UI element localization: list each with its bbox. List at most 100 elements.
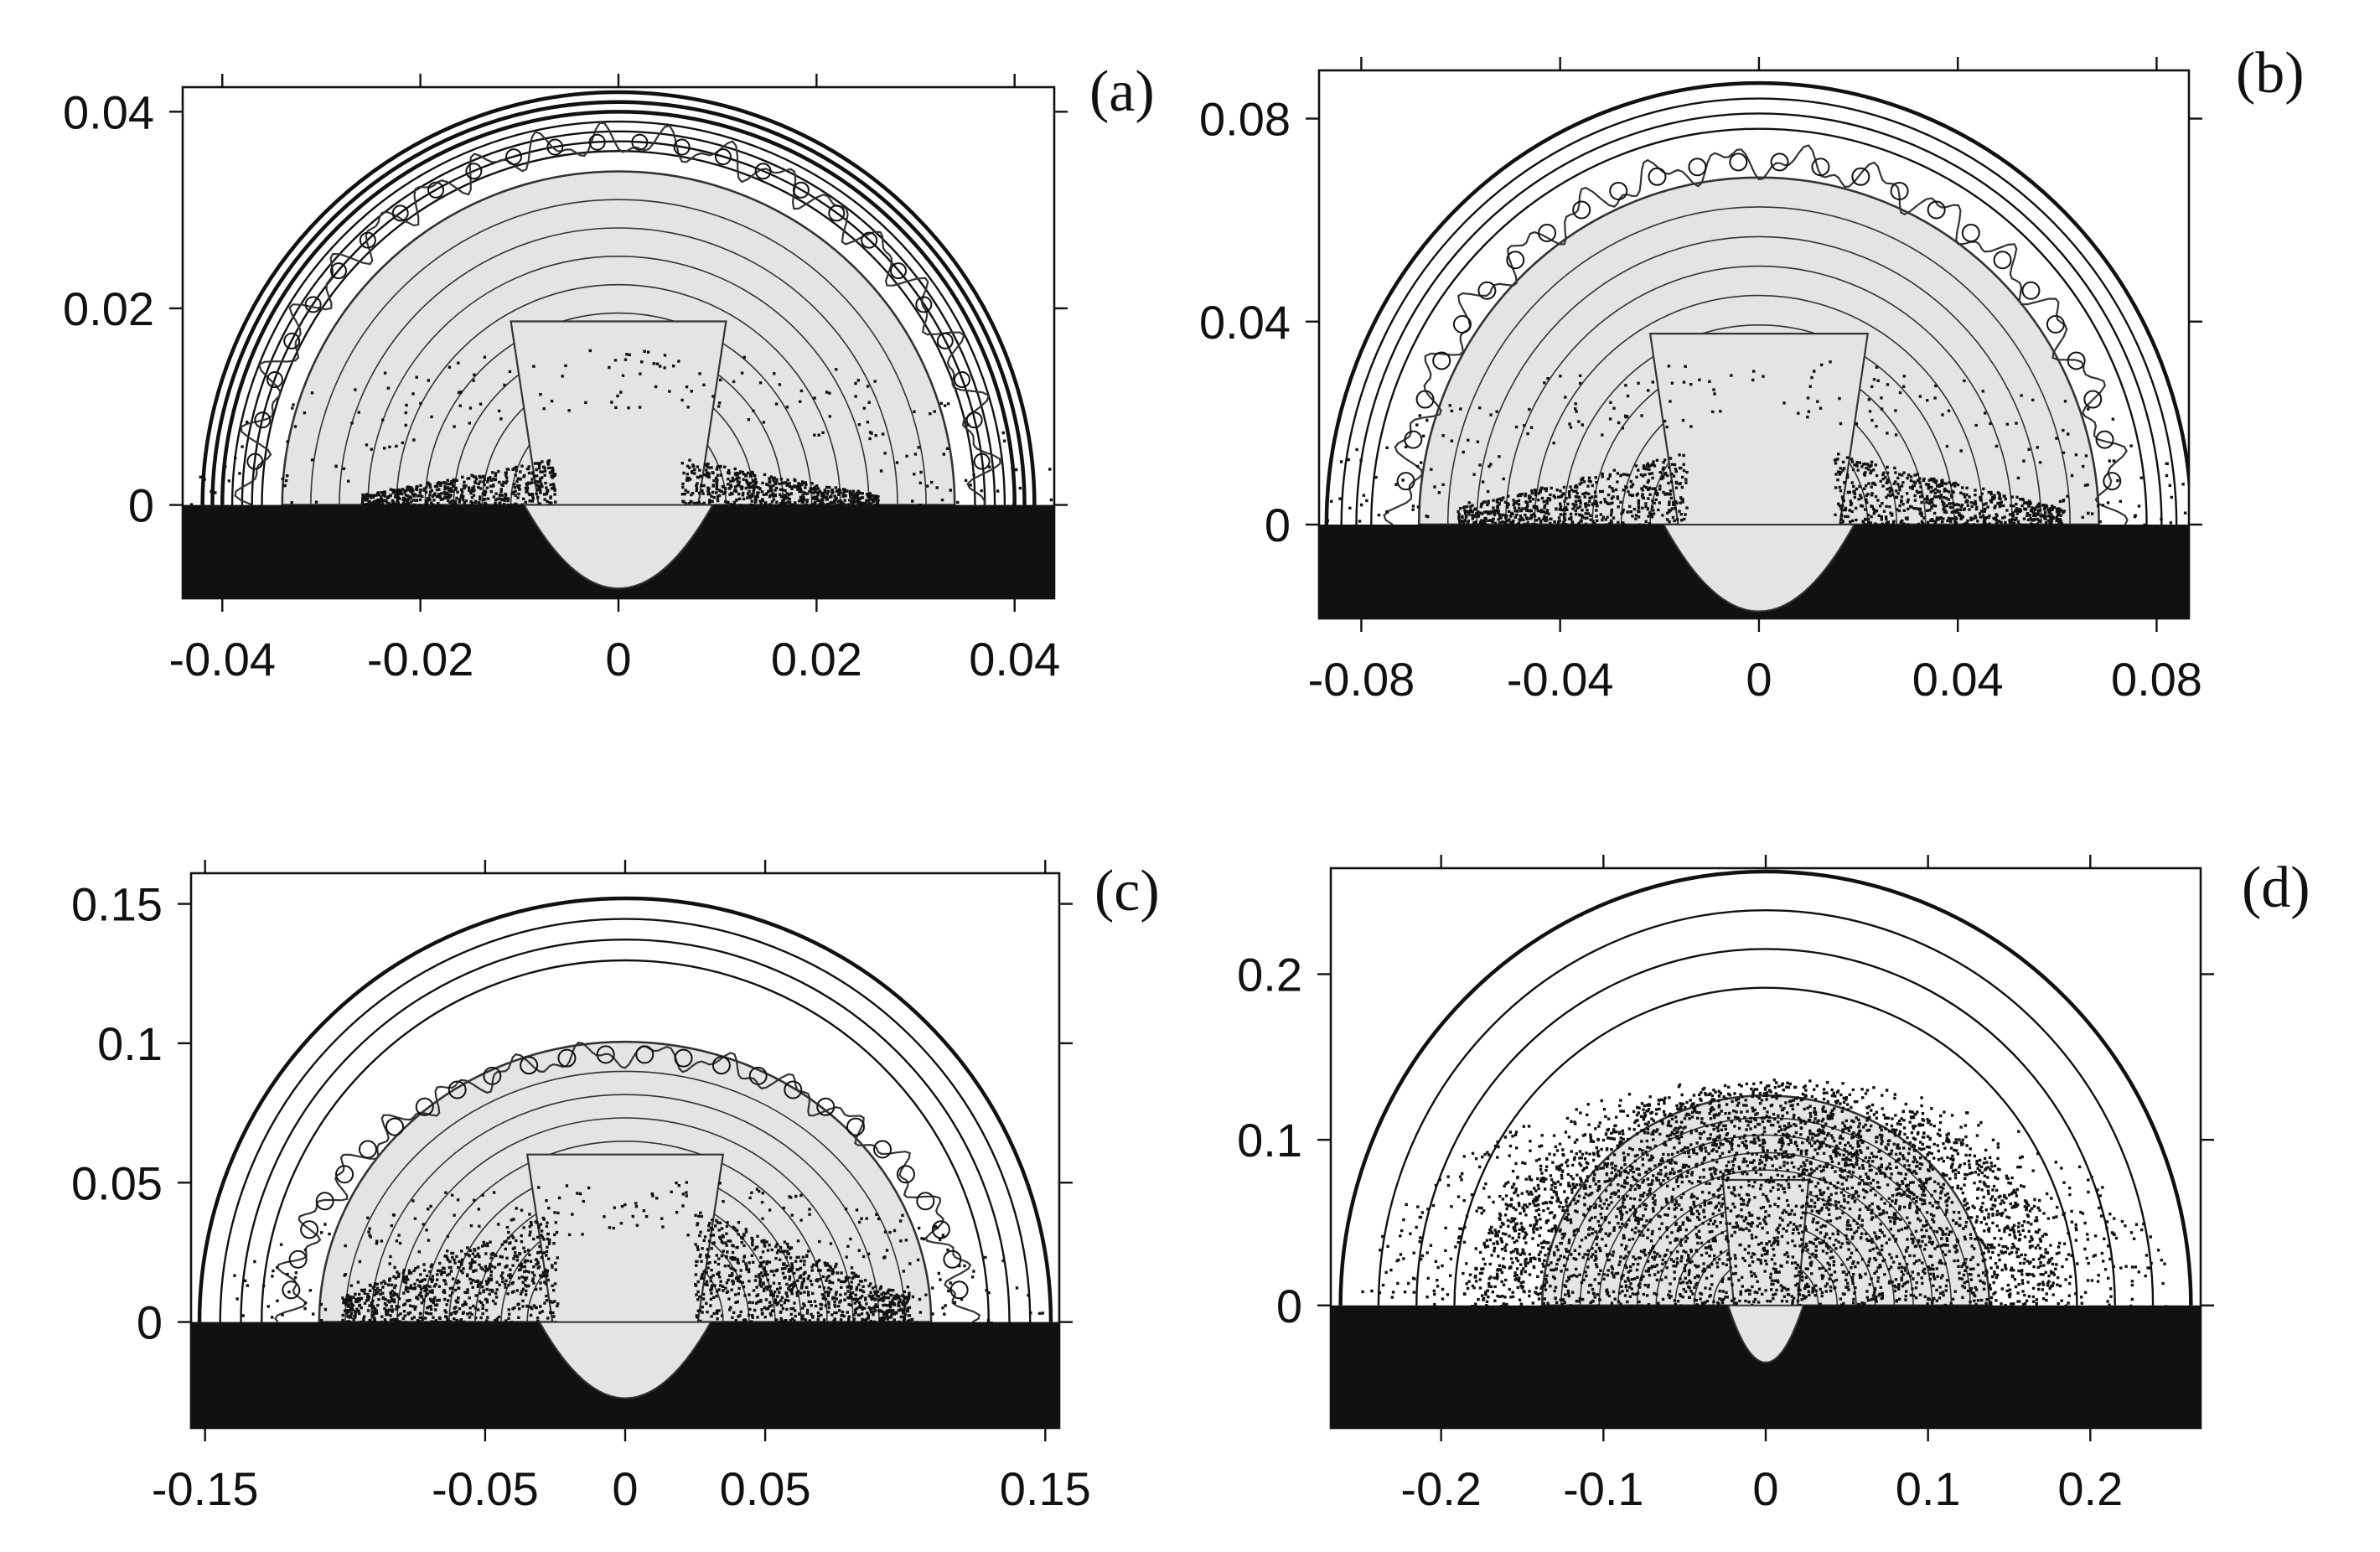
y-tick-label: 0.05 <box>71 1156 163 1209</box>
y-tick-label: 0.15 <box>71 878 163 931</box>
instability-curl <box>1729 153 1748 172</box>
x-tick-label: -0.02 <box>367 633 474 685</box>
crater-cavity <box>522 504 715 590</box>
instability-curl <box>816 1097 836 1116</box>
instability-curl <box>1648 167 1667 186</box>
particle-scatter <box>1326 360 2187 528</box>
instability-curl <box>2083 390 2103 409</box>
y-tick-label: 0.04 <box>1199 296 1291 349</box>
instability-curl <box>754 163 772 180</box>
inner-contour <box>396 283 841 505</box>
inner-contour <box>344 1071 906 1322</box>
instability-curl <box>282 1280 301 1300</box>
shock-front-contour <box>220 110 1017 505</box>
instability-curl <box>943 1249 962 1269</box>
panel-label-d: (d) <box>2242 856 2310 920</box>
instability-curl <box>846 1117 865 1136</box>
instability-curl <box>1506 251 1525 270</box>
x-tick-label: 0 <box>1752 1462 1778 1515</box>
instability-curl <box>1538 224 1557 243</box>
x-tick-label: -0.04 <box>168 633 276 685</box>
instability-curl <box>246 453 264 470</box>
instability-curl <box>330 262 348 280</box>
inner-contour <box>1560 1116 1971 1306</box>
y-tick-label: 0.04 <box>63 85 154 138</box>
instability-curl <box>792 181 810 199</box>
instability-curl <box>1993 251 2012 270</box>
instability-curl <box>2021 281 2041 300</box>
mixing-layer-contour <box>234 122 1001 506</box>
instability-curl <box>415 1097 434 1116</box>
instability-curl <box>711 1056 731 1075</box>
x-tick-label: -0.2 <box>1400 1462 1482 1515</box>
panel-a: (a) -0.04 -0.02 0 0.02 0.04 0 0.02 0.04 <box>63 59 1155 685</box>
inner-contour <box>1534 294 1984 525</box>
y-tick-label: 0.1 <box>1237 1114 1302 1167</box>
instability-curl <box>1477 281 1497 300</box>
instability-curl <box>1432 351 1451 370</box>
instability-curl <box>1851 167 1870 186</box>
panel-label-a: (a) <box>1089 59 1155 124</box>
plot-frame <box>1317 69 2191 620</box>
x-tick-label: 0.02 <box>771 633 862 685</box>
instability-curl <box>2046 314 2065 334</box>
instability-curl <box>635 1045 654 1064</box>
instability-curl <box>359 231 376 249</box>
instability-curl <box>1811 158 1830 177</box>
x-tick-label: 0.1 <box>1896 1462 1961 1515</box>
x-tick-label: 0 <box>1746 653 1772 706</box>
instability-curl <box>1609 181 1628 200</box>
instability-curl <box>335 1165 354 1184</box>
plot-area-d <box>1331 872 2201 1428</box>
inner-contour <box>424 312 813 505</box>
panel-b: (b) -0.08 -0.04 0 0.04 0.08 0 0.04 0.08 <box>1199 41 2305 706</box>
instability-curl <box>557 1048 577 1068</box>
inner-contour <box>1617 1170 1914 1306</box>
instability-curl <box>674 1048 693 1068</box>
x-tick-label: 0.2 <box>2057 1462 2123 1515</box>
instability-curl <box>916 1192 935 1211</box>
x-tick-label: 0.08 <box>2111 653 2202 706</box>
inner-contour <box>1504 265 2013 525</box>
instability-curl <box>1415 390 1435 409</box>
instability-curl <box>465 163 483 180</box>
x-tick-label: 0.04 <box>1912 653 2004 706</box>
instability-curl <box>588 133 606 151</box>
instability-curl <box>965 411 983 429</box>
instability-curl <box>1572 200 1591 220</box>
plot-area-c <box>191 898 1059 1428</box>
x-tick-label: -0.15 <box>152 1462 259 1515</box>
instability-curl <box>254 411 272 429</box>
instability-curl <box>1890 181 1909 200</box>
plot-area-b <box>1319 80 2189 618</box>
instability-curl <box>915 296 933 313</box>
instability-curl <box>266 371 284 389</box>
instability-curl <box>2067 351 2086 370</box>
shock-front-contour <box>1370 128 2148 525</box>
instability-curl <box>1404 430 1423 449</box>
x-tick-label: -0.04 <box>1507 653 1614 706</box>
crater-cavity <box>538 1321 712 1399</box>
shock-front-contour <box>1340 97 2178 525</box>
instability-curl <box>448 1080 467 1099</box>
instability-curl <box>673 138 691 156</box>
x-tick-label: -0.05 <box>432 1462 539 1515</box>
instability-curl <box>1961 224 1980 243</box>
x-tick-label: -0.08 <box>1308 653 1415 706</box>
y-tick-label: 0.2 <box>1237 948 1302 1001</box>
instability-curl <box>304 296 322 313</box>
particle-scatter <box>1361 1079 2168 1308</box>
instability-curl <box>931 1220 950 1239</box>
instability-curl <box>784 1080 803 1099</box>
instability-curl <box>748 1066 768 1085</box>
inner-contour <box>370 1094 880 1322</box>
instability-curl <box>546 138 564 156</box>
plot-area-a <box>183 92 1054 598</box>
panel-label-b: (b) <box>2236 41 2305 106</box>
instability-curl <box>315 1192 334 1211</box>
crater-cavity <box>1662 523 1856 613</box>
instability-curl <box>1927 200 1946 220</box>
instability-curl <box>505 148 523 166</box>
y-tick-label: 0 <box>1265 499 1291 551</box>
instability-curl <box>953 371 970 389</box>
